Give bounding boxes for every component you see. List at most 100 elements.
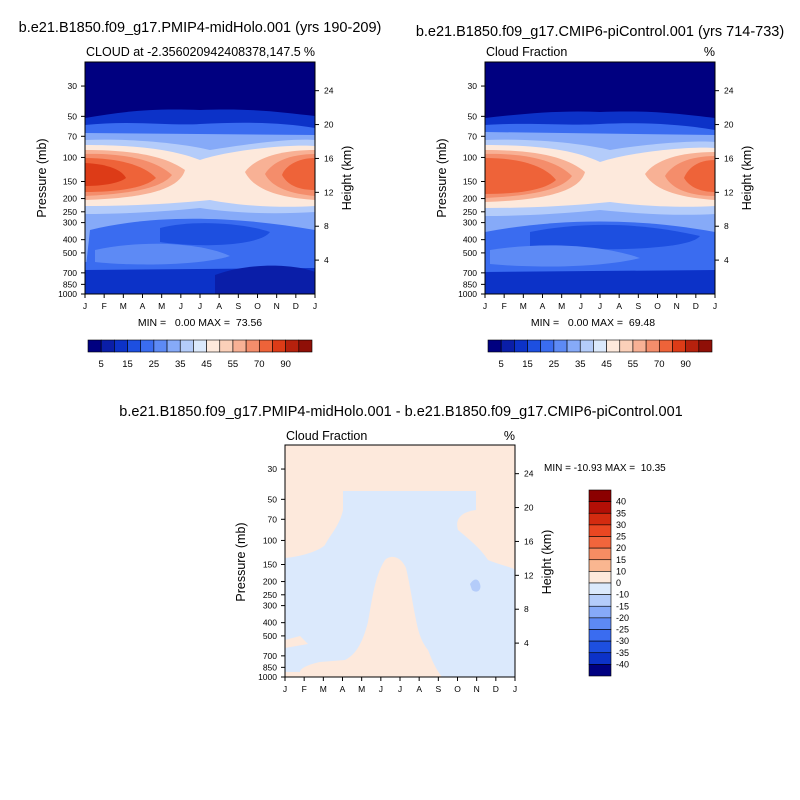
height-tick-label: 16 [324,153,334,163]
height-axis: 24 20 16 12 8 4 [515,469,534,648]
panel-picontrol: b.e21.B1850.f09_g17.CMIP6-piControl.001 … [416,24,784,370]
pressure-tick-label: 200 [63,194,77,204]
colorbar-swatch [179,339,194,353]
pressure-axis-label: Pressure (mb) [35,138,49,217]
pressure-tick-label: 100 [263,535,277,545]
colorbar-swatch [245,339,260,353]
pressure-tick-label: 850 [63,279,77,289]
month-tick-label: M [520,301,527,311]
colorbar-label: 25 [616,532,626,542]
pressure-tick-label: 700 [463,268,477,278]
month-tick-label: D [693,301,699,311]
height-tick-label: 12 [524,570,534,580]
pressure-tick-label: 70 [468,131,478,141]
height-tick-label: 4 [724,255,729,265]
height-tick-label: 24 [324,86,334,96]
colorbar-swatch [219,339,234,353]
month-tick-label: M [358,684,365,694]
height-tick-label: 20 [524,503,534,513]
pressure-axis-label: Pressure (mb) [234,522,248,601]
month-tick-label: O [654,301,661,311]
colorbar-swatch [285,339,300,353]
month-tick-label: N [274,301,280,311]
height-tick-label: 4 [524,638,529,648]
pressure-tick-label: 1000 [58,289,77,299]
month-tick-label: M [120,301,127,311]
colorbar-swatch [540,339,555,353]
colorbar-label: -25 [616,625,629,635]
colorbar-swatch [272,339,286,353]
colorbar-swatch [127,339,142,353]
pressure-tick-label: 200 [463,194,477,204]
colorbar-swatch [588,617,612,630]
min-max-stats: MIN = 0.00 MAX = 73.56 [138,317,262,329]
month-tick-label: M [158,301,165,311]
colorbar-swatch [588,524,612,537]
panel-subtitle-right: % [304,45,315,59]
panel-title: b.e21.B1850.f09_g17.PMIP4-midHolo.001 (y… [19,20,382,36]
height-axis-label: Height (km) [540,530,554,595]
colorbar-label: -35 [616,648,629,658]
min-max-stats: MIN = 0.00 MAX = 69.48 [531,317,655,329]
colorbar-swatch [153,339,168,353]
colorbar-swatch [258,339,273,353]
colorbar-swatch [87,339,102,353]
colorbar-swatch [588,547,612,561]
colorbar-swatch [588,664,612,677]
colorbar-label: 70 [254,359,265,370]
height-tick-label: 12 [724,187,734,197]
colorbar-label: 25 [549,359,560,370]
month-tick-label: D [293,301,299,311]
colorbar-label: 55 [628,359,639,370]
colorbar-swatch [698,339,713,353]
height-tick-label: 16 [724,153,734,163]
month-tick-label: J [579,301,583,311]
height-axis: 24 20 16 12 8 4 [315,86,334,265]
colorbar-swatch [588,594,612,607]
pressure-tick-label: 150 [463,176,477,186]
colorbar-label: -10 [616,590,629,600]
colorbar-label: 15 [616,555,626,565]
colorbar-swatch [588,559,612,572]
colorbar-swatch [193,339,207,353]
pressure-tick-label: 30 [468,81,478,91]
colorbar-label: 55 [228,359,239,370]
colorbar-swatch [579,339,594,353]
colorbar-label: 45 [201,359,212,370]
colorbar: 5 15 25 35 45 55 70 90 [487,339,713,370]
month-tick-label: J [483,301,487,311]
month-tick-label: J [179,301,183,311]
pressure-tick-label: 250 [263,590,277,600]
colorbar-swatch [588,605,612,619]
colorbar-label: 15 [122,359,133,370]
colorbar-label: -40 [616,659,629,669]
month-tick-label: O [254,301,261,311]
colorbar-swatch [645,339,660,353]
colorbar-label: -20 [616,613,629,623]
month-tick-label: J [513,684,517,694]
colorbar-swatch [500,339,515,353]
height-tick-label: 24 [724,86,734,96]
colorbar-label: 5 [499,359,504,370]
month-tick-label: F [302,684,307,694]
colorbar: 5 15 25 35 45 55 70 90 [87,339,313,370]
colorbar-label: 30 [616,520,626,530]
pressure-tick-label: 300 [263,601,277,611]
heatmap-field [285,445,515,677]
colorbar-swatch [588,640,612,654]
month-tick-label: A [216,301,222,311]
colorbar-swatch [140,339,155,353]
colorbar-swatch [588,536,612,549]
pressure-tick-label: 30 [268,464,278,474]
pressure-tick-label: 300 [63,218,77,228]
month-tick-label: F [102,301,107,311]
colorbar-label: -30 [616,636,629,646]
pressure-tick-label: 50 [68,111,78,121]
pressure-tick-label: 250 [463,207,477,217]
colorbar-label: 35 [616,508,626,518]
